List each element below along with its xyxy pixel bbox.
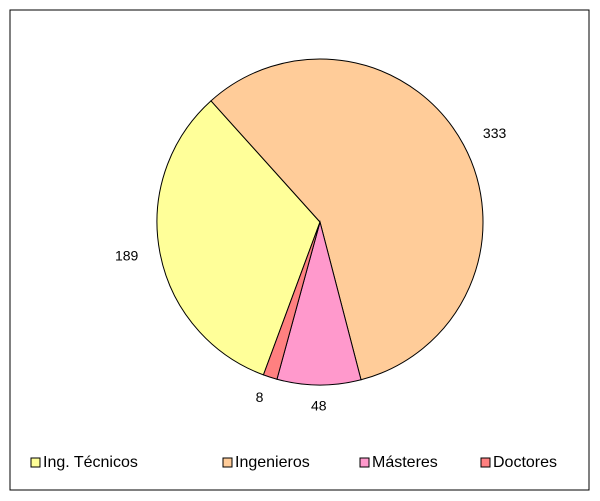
legend-label: Ingenieros bbox=[235, 454, 310, 471]
data-label: 333 bbox=[483, 125, 507, 141]
data-label: 8 bbox=[256, 389, 264, 405]
legend-label: Másteres bbox=[372, 454, 438, 471]
legend-swatch bbox=[222, 457, 233, 468]
data-label: 48 bbox=[311, 398, 327, 414]
legend-swatch bbox=[480, 457, 491, 468]
legend-label: Doctores bbox=[493, 454, 557, 471]
data-label: 189 bbox=[115, 248, 139, 264]
legend-swatch bbox=[30, 457, 41, 468]
pie-slice bbox=[210, 58, 484, 381]
pie-slice bbox=[156, 100, 321, 376]
legend-swatch bbox=[359, 457, 370, 468]
legend-label: Ing. Técnicos bbox=[43, 454, 138, 471]
pie-slice bbox=[262, 221, 321, 380]
